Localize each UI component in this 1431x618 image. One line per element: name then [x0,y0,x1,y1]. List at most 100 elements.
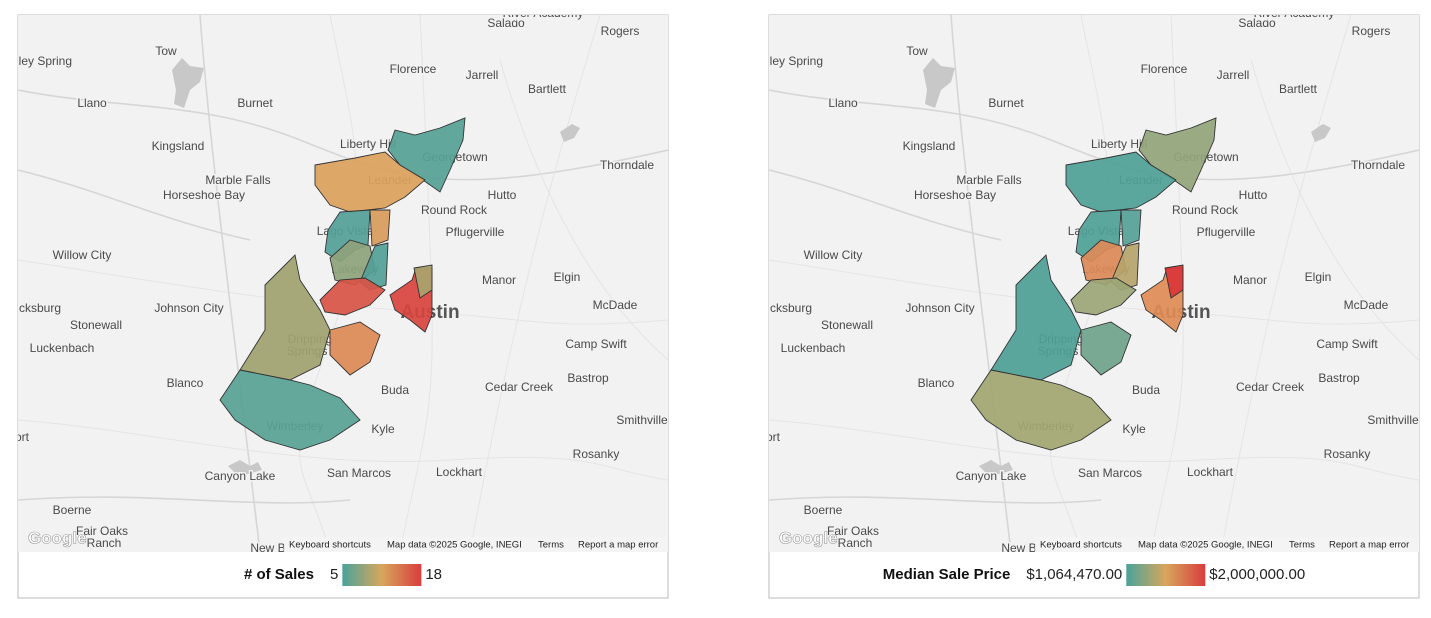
road [769,496,1102,504]
place-label: Bartlett [1279,82,1318,96]
region[interactable] [314,151,426,213]
place-label: Camp Swift [1316,337,1378,351]
region[interactable] [1070,277,1137,316]
legend-max: $2,000,000.00 [1209,566,1305,583]
road [18,89,668,181]
road [399,15,433,552]
place-label: Kingsland [903,139,956,153]
road [469,15,601,552]
place-label: Salado [1238,16,1276,30]
place-label: Rogers [1352,24,1391,38]
place-label: Bastrop [1318,371,1360,385]
road [769,89,1419,181]
place-label: lley Spring [16,54,72,68]
legend-max: 18 [425,566,442,583]
place-label: Canyon Lake [205,469,276,483]
region[interactable] [387,117,466,193]
road [199,15,261,552]
region[interactable] [369,209,391,247]
place-label: ort [766,430,781,444]
attribution-link[interactable]: Terms [1289,540,1315,551]
road [950,15,1012,552]
place-label: Rosanky [1324,447,1371,461]
region[interactable] [239,254,331,381]
place-label: New B [250,541,285,555]
place-label: Johnson City [905,301,974,315]
place-label: Rosanky [573,447,620,461]
place-label: Johnson City [154,301,223,315]
place-label: Pflugerville [1197,225,1256,239]
place-label: Burnet [237,96,273,110]
region[interactable] [319,277,386,316]
region[interactable] [1120,209,1142,247]
place-label: Thorndale [1351,158,1405,172]
region[interactable] [1080,321,1132,376]
road [18,259,668,325]
place-label: Luckenbach [30,341,95,355]
place-label: Stonewall [821,318,873,332]
region[interactable] [1164,264,1184,299]
place-label: Smithville [616,413,668,427]
place-label: Burnet [988,96,1024,110]
place-label: San Marcos [327,466,391,480]
google-logo: Google [28,528,87,547]
place-label: Llano [828,96,858,110]
region[interactable] [1065,151,1177,213]
place-label: Blanco [167,376,204,390]
place-label: Stonewall [70,318,122,332]
region[interactable] [329,321,381,376]
place-label: Buda [1132,383,1160,397]
attribution-link[interactable]: Keyboard shortcuts [289,540,371,551]
place-label: Camp Swift [565,337,627,351]
road [769,419,1419,481]
place-label: Hutto [488,188,517,202]
place-label: Willow City [53,248,112,262]
place-label: Manor [482,273,516,287]
attribution-link[interactable]: Terms [538,540,564,551]
legend-min: $1,064,470.00 [1026,566,1122,583]
place-label: Liberty Hill [1091,137,1147,151]
road [18,419,668,481]
region[interactable] [219,369,361,451]
place-label: Cedar Creek [1236,380,1305,394]
place-label: Jarrell [466,68,499,82]
place-label: Liberty Hill [340,137,396,151]
attribution-link[interactable]: Map data ©2025 Google, INEGI [1138,540,1273,551]
place-label: Buda [381,383,409,397]
place-label: ort [15,430,30,444]
place-label: Bartlett [528,82,567,96]
place-label: Florence [1141,62,1188,76]
place-label: Elgin [1305,270,1332,284]
road [769,169,1002,241]
place-label: Canyon Lake [956,469,1027,483]
place-label: Cedar Creek [485,380,554,394]
road [1150,15,1184,552]
lake [979,460,1013,476]
lake [560,124,580,142]
road [1220,15,1352,552]
place-label: Boerne [804,503,843,517]
place-label: River Academy [1254,6,1335,20]
road [769,259,1419,325]
place-label: Marble Falls [956,173,1021,187]
attribution-link[interactable]: Keyboard shortcuts [1040,540,1122,551]
place-label: Lockhart [1187,465,1234,479]
place-label: Llano [77,96,107,110]
attribution-link[interactable]: Map data ©2025 Google, INEGI [387,540,522,551]
region[interactable] [413,264,433,299]
region[interactable] [990,254,1082,381]
attribution-link[interactable]: Report a map error [1329,540,1409,551]
place-label: Blanco [918,376,955,390]
road [499,59,668,361]
attribution-link[interactable]: Report a map error [578,540,658,551]
legend-title: Median Sale Price [883,566,1011,583]
region[interactable] [1138,117,1217,193]
place-label: Lockhart [436,465,483,479]
place-label: Boerne [53,503,92,517]
place-label: cksburg [19,301,61,315]
place-label: Elgin [554,270,581,284]
region[interactable] [970,369,1112,451]
place-label: Thorndale [600,158,654,172]
place-label: Rogers [601,24,640,38]
